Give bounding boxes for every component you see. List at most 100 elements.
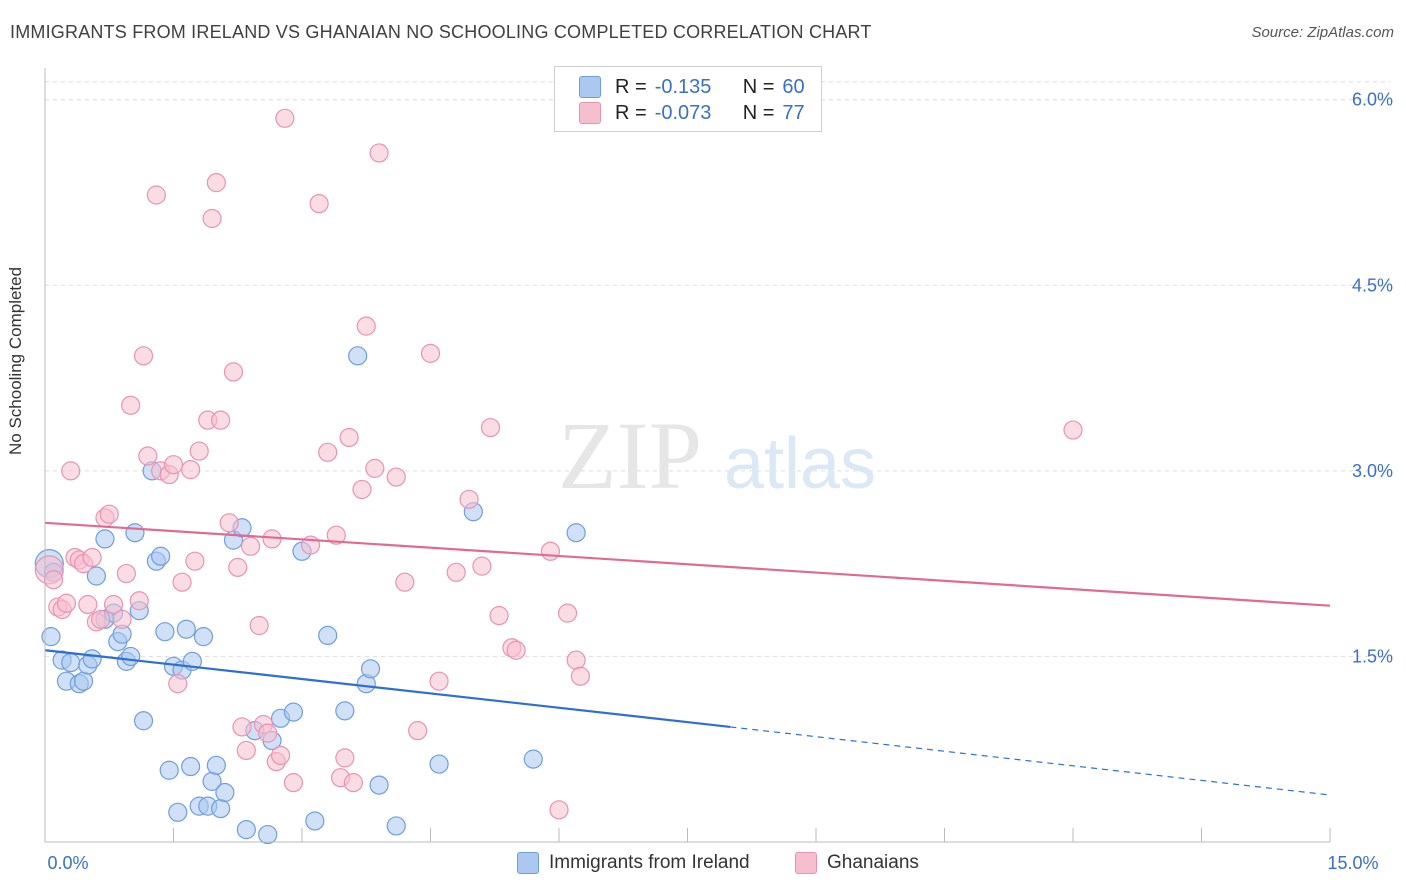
point-ireland [181, 756, 201, 777]
point-ghanaians [82, 547, 102, 568]
point-ghanaians [211, 410, 231, 430]
bottom-legend-label-ghanaians: Ghanaians [827, 852, 919, 873]
y-tick-label: 6.0% [1352, 90, 1393, 110]
point-ireland [348, 346, 368, 366]
point-ghanaians [365, 458, 385, 478]
point-ghanaians [168, 674, 188, 694]
point-ireland [86, 566, 107, 586]
bottom-legend-swatch-pink [795, 852, 817, 874]
point-ghanaians [339, 427, 359, 448]
point-ghanaians [275, 108, 295, 128]
point-ghanaians [270, 745, 291, 766]
point-ireland [151, 546, 171, 566]
point-ghanaians [395, 572, 415, 592]
point-ghanaians [116, 563, 136, 584]
point-ireland [95, 529, 115, 549]
legend-r-value: -0.135 [654, 75, 712, 98]
trend-line-ireland [44, 649, 731, 729]
legend-r-value: -0.073 [654, 101, 712, 124]
legend-r-label: R = [615, 101, 647, 124]
point-ghanaians [369, 143, 389, 163]
point-ireland [429, 754, 449, 774]
trend-line-ghanaians [44, 521, 1331, 607]
legend-row-ireland: R = -0.135 N = 60 [579, 74, 805, 100]
y-tick-label: 1.5% [1352, 646, 1393, 666]
watermark-zip: ZIP [558, 402, 702, 509]
point-ghanaians [557, 603, 578, 623]
point-ireland [155, 622, 175, 642]
bottom-legend-ireland: Immigrants from Ireland [517, 852, 750, 874]
point-ireland [125, 523, 145, 543]
point-ireland [318, 625, 338, 646]
point-ireland [206, 755, 226, 775]
point-ireland [369, 775, 389, 795]
legend-row-ghanaians: R = -0.073 N = 77 [579, 100, 805, 126]
point-ghanaians [356, 316, 376, 336]
point-ireland [211, 798, 231, 819]
point-ghanaians [219, 513, 239, 533]
legend-n-label: N = [742, 101, 775, 124]
point-ghanaians [420, 343, 441, 363]
bottom-legend-label-ireland: Immigrants from Ireland [549, 852, 750, 873]
point-ghanaians [61, 461, 81, 481]
point-ghanaians [408, 721, 428, 741]
point-ghanaians [326, 525, 346, 545]
x-tick-label-min: 0.0% [47, 853, 88, 873]
point-ghanaians [241, 536, 261, 556]
point-ghanaians [202, 208, 222, 229]
point-ghanaians [78, 594, 98, 615]
point-ghanaians [185, 551, 205, 571]
point-ghanaians [506, 640, 526, 660]
point-ghanaians [206, 173, 226, 193]
point-ghanaians [133, 346, 154, 366]
y-tick-label: 3.0% [1352, 461, 1393, 481]
point-ghanaians [121, 395, 141, 415]
point-ghanaians [540, 541, 561, 561]
point-ghanaians [283, 773, 304, 793]
point-ireland [133, 711, 154, 731]
legend-swatch-blue [579, 76, 601, 98]
point-ireland [176, 619, 196, 639]
point-ghanaians [232, 717, 252, 737]
legend-n-value: 60 [782, 75, 805, 98]
point-ghanaians [570, 666, 591, 686]
point-ghanaians [56, 593, 77, 613]
point-ghanaians [258, 723, 278, 743]
point-ghanaians [228, 557, 248, 577]
point-ireland [82, 649, 102, 669]
point-ireland [335, 701, 355, 721]
point-ghanaians [459, 489, 479, 509]
point-ghanaians [103, 594, 124, 615]
bottom-legend-ghanaians: Ghanaians [795, 852, 919, 874]
source-credit: Source: ZipAtlas.com [1251, 24, 1394, 41]
point-ireland [41, 627, 61, 647]
point-ghanaians [129, 591, 149, 611]
point-ghanaians [335, 748, 355, 768]
legend-n-label: N = [742, 75, 775, 98]
point-ireland [566, 523, 586, 543]
y-tick-label: 4.5% [1352, 275, 1393, 295]
axes [44, 68, 1331, 843]
correlation-legend: R = -0.135 N = 60 R = -0.073 N = 77 [554, 66, 822, 132]
x-tick-label-max: 15.0% [1327, 853, 1378, 873]
legend-swatch-pink [579, 102, 601, 124]
data-points [34, 108, 1083, 845]
point-ghanaians [549, 800, 569, 820]
point-ghanaians [352, 479, 372, 500]
point-ghanaians [236, 740, 256, 761]
point-ghanaians [112, 609, 132, 629]
point-ireland [360, 659, 381, 679]
point-ireland [386, 816, 406, 836]
point-ireland [258, 824, 278, 845]
trend-lines [44, 521, 1331, 796]
point-ireland [168, 802, 188, 822]
legend-n-value: 77 [782, 101, 805, 124]
trend-line-ireland-extension [730, 726, 1331, 796]
point-ghanaians [181, 460, 201, 480]
bottom-legend-swatch-blue [517, 852, 539, 874]
point-ghanaians [343, 773, 363, 793]
point-ghanaians [138, 446, 158, 466]
point-ireland [159, 760, 179, 780]
point-ghanaians [480, 417, 501, 438]
